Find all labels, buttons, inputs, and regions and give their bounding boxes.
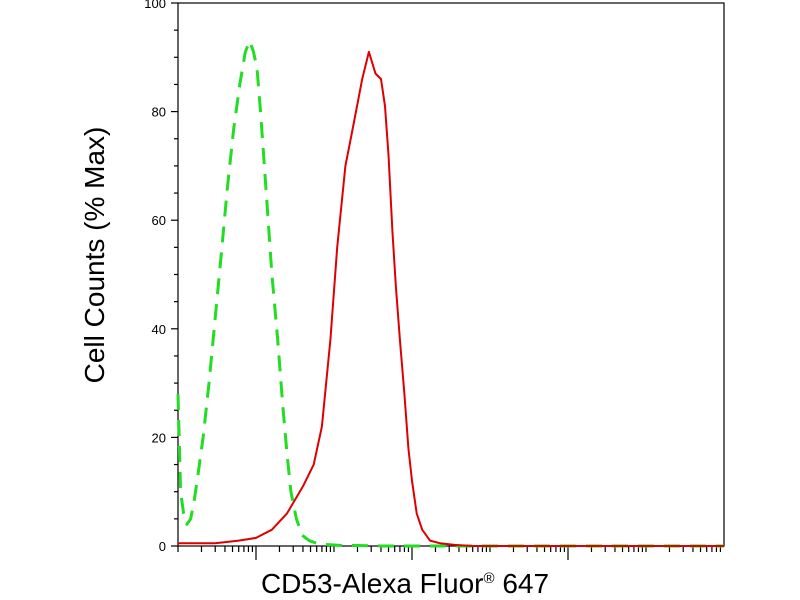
y-tick-label: 40 <box>152 322 166 337</box>
x-axis-label-main: CD53-Alexa Fluor <box>261 568 484 599</box>
control-histogram-line <box>176 39 724 548</box>
y-tick-label: 0 <box>159 539 166 554</box>
x-axis-label-superscript: ® <box>483 570 494 587</box>
y-tick-label: 20 <box>152 430 166 445</box>
x-axis-label-suffix: 647 <box>495 568 550 599</box>
plot-frame <box>177 2 725 547</box>
y-tick-label: 80 <box>152 105 166 120</box>
y-tick-label: 60 <box>152 213 166 228</box>
y-tick-label: 100 <box>144 0 166 11</box>
x-axis-label: CD53-Alexa Fluor® 647 <box>261 568 549 599</box>
y-axis-label: Cell Counts (% Max) <box>79 127 110 384</box>
sample-histogram-line <box>178 50 724 547</box>
